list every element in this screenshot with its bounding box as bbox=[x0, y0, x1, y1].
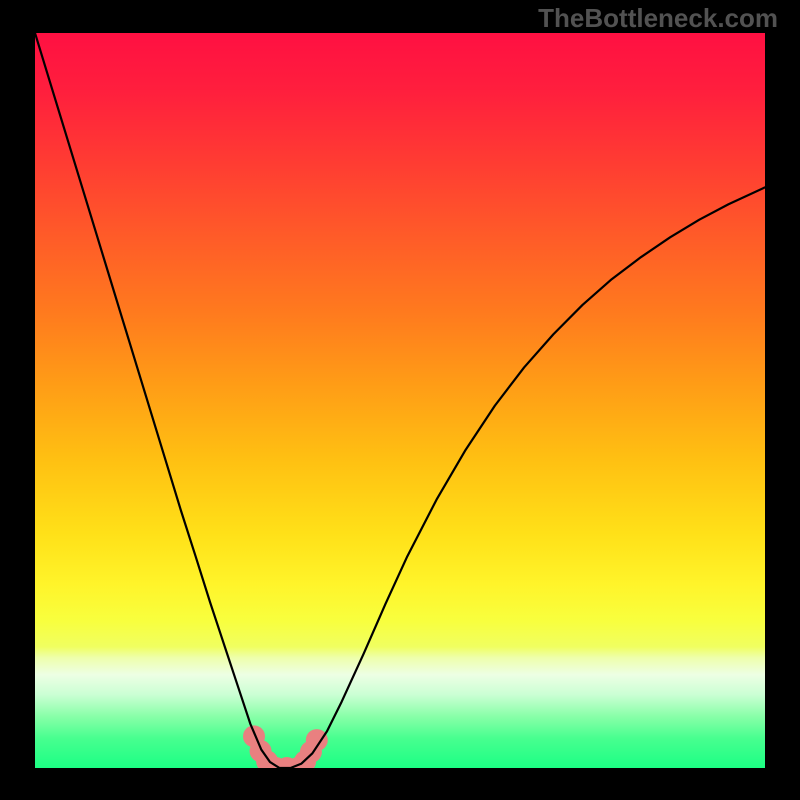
plot-area bbox=[35, 33, 765, 768]
gradient-background bbox=[35, 33, 765, 768]
chart-container: TheBottleneck.com bbox=[0, 0, 800, 800]
plot-svg bbox=[35, 33, 765, 768]
watermark-text: TheBottleneck.com bbox=[538, 3, 778, 34]
